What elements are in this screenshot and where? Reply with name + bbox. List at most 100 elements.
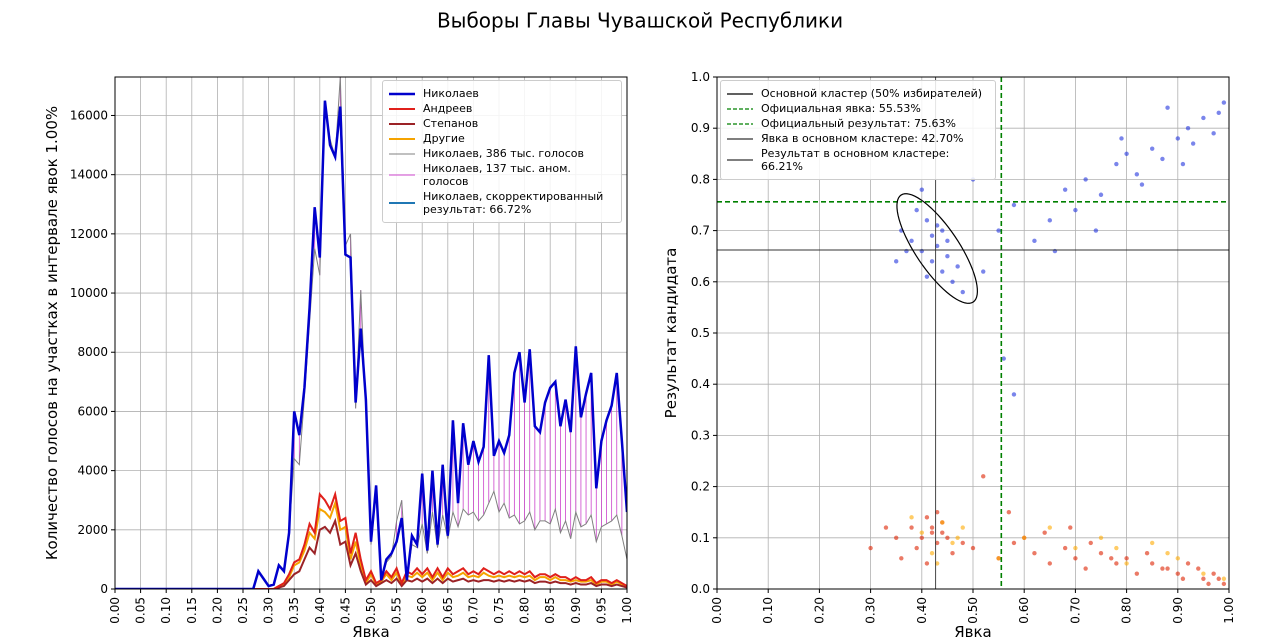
scatter-point	[929, 525, 935, 530]
legend-label: Андреев	[423, 102, 473, 115]
scatter-point	[996, 556, 1001, 561]
scatter-point	[1134, 172, 1140, 177]
scatter-point	[950, 550, 955, 556]
scatter-point	[981, 474, 986, 479]
x-tick-label: 0.10	[159, 597, 173, 624]
series-line	[115, 517, 627, 589]
scatter-point	[1221, 576, 1227, 581]
scatter-point	[1201, 571, 1206, 576]
legend-swatch	[389, 202, 415, 204]
scatter-point	[1165, 550, 1170, 556]
x-tick-label: 0.60	[415, 597, 429, 624]
scatter-point	[1088, 540, 1093, 546]
scatter-point	[1114, 561, 1119, 566]
legend-entry: Николаев, скорректированный результат: 6…	[389, 190, 615, 216]
x-tick-label: 0.50	[966, 597, 980, 624]
scatter-point	[924, 561, 930, 566]
scatter-point	[1032, 550, 1037, 556]
scatter-point	[955, 535, 960, 540]
scatter-point	[1011, 202, 1017, 208]
scatter-point	[919, 530, 924, 535]
legend-entry: Николаев, 386 тыс. голосов	[389, 147, 615, 160]
scatter-point	[1139, 182, 1145, 187]
scatter-point	[1165, 566, 1170, 571]
scatter-point	[868, 545, 873, 551]
scatter-point	[1073, 556, 1078, 561]
legend-swatch	[389, 174, 415, 176]
scatter-point	[1109, 556, 1114, 561]
legend-entry: Официальная явка: 55.53%	[727, 102, 989, 115]
scatter-point	[1185, 126, 1191, 131]
x-tick-label: 0.95	[594, 597, 608, 624]
scatter-point	[1201, 115, 1206, 121]
x-tick-label: 0.30	[864, 597, 878, 624]
legend-label: Николаев, 386 тыс. голосов	[423, 147, 584, 160]
legend-entry: Результат в основном кластере: 66.21%	[727, 147, 989, 173]
scatter-point	[960, 540, 965, 546]
scatter-point	[950, 540, 955, 546]
x-tick-label: 0.75	[492, 597, 506, 624]
scatter-point	[1150, 561, 1155, 566]
scatter-point	[1047, 561, 1053, 566]
plot-frame	[114, 76, 628, 590]
y-tick-label: 0.9	[691, 121, 710, 135]
legend-label: Официальная явка: 55.53%	[761, 102, 921, 115]
scatter-point	[1032, 238, 1037, 244]
legend-swatch	[389, 137, 415, 140]
cluster-ellipse	[896, 193, 978, 304]
scatter-point	[1180, 161, 1186, 167]
scatter-point	[1011, 540, 1017, 546]
x-tick-label: 0.10	[761, 597, 775, 624]
y-tick-label: 0.7	[691, 224, 710, 238]
scatter-point	[940, 530, 945, 535]
scatter-point	[929, 233, 935, 238]
scatter-point	[1098, 535, 1104, 540]
scatter-point	[981, 269, 986, 274]
scatter-point	[929, 550, 935, 556]
x-tick-label: 0.60	[1017, 597, 1031, 624]
y-tick-label: 0.1	[691, 531, 710, 545]
legend: Основной кластер (50% избирателей) Официа…	[720, 80, 996, 180]
figure-title: Выборы Главы Чувашской Республики	[437, 9, 843, 33]
x-tick-label: 0.00	[108, 597, 122, 624]
x-tick-label: 0.90	[569, 597, 583, 624]
x-tick-label: 0.90	[1171, 597, 1185, 624]
scatter-point	[955, 264, 960, 269]
scatter-point	[1134, 571, 1140, 576]
marks	[115, 77, 627, 589]
legend-entry: Другие	[389, 132, 615, 145]
scatter-point	[950, 279, 955, 284]
y-tick-label: 8000	[77, 345, 108, 359]
legend-entry: Николаев, 137 тыс. аном. голосов	[389, 162, 615, 188]
scatter-point	[1047, 218, 1053, 223]
y-tick-label: 0.3	[691, 428, 710, 442]
legend-label: Явка в основном кластере: 42.70%	[761, 132, 964, 145]
y-tick-label: 6000	[77, 404, 108, 418]
legend-label: Николаев, 137 тыс. аном. голосов	[423, 162, 571, 188]
scatter-point	[914, 545, 919, 551]
scatter-point	[945, 238, 950, 244]
legend-entry: Степанов	[389, 117, 615, 130]
series-line	[115, 100, 627, 589]
scatter-point	[1083, 177, 1088, 182]
scatter-point	[945, 535, 950, 540]
scatter-point	[1006, 510, 1012, 515]
scatter-point	[1062, 187, 1068, 192]
x-tick-label: 0.80	[1120, 597, 1134, 624]
scatter-point	[1073, 545, 1078, 551]
scatter-point	[1052, 248, 1058, 254]
legend-label: Степанов	[423, 117, 479, 130]
scatter-point	[940, 269, 945, 274]
x-tick-label: 0.65	[441, 597, 455, 624]
scatter-point	[904, 248, 909, 254]
legend-swatch	[389, 107, 415, 110]
x-tick-label: 0.70	[1068, 597, 1082, 624]
legend-swatch	[727, 122, 753, 125]
scatter-point	[1201, 576, 1206, 581]
scatter-point	[929, 530, 935, 535]
y-axis-label: Количество голосов на участках в интерва…	[43, 106, 61, 560]
scatter-point	[1180, 576, 1186, 581]
scatter-point	[1175, 136, 1181, 141]
scatter-point	[1144, 550, 1150, 556]
